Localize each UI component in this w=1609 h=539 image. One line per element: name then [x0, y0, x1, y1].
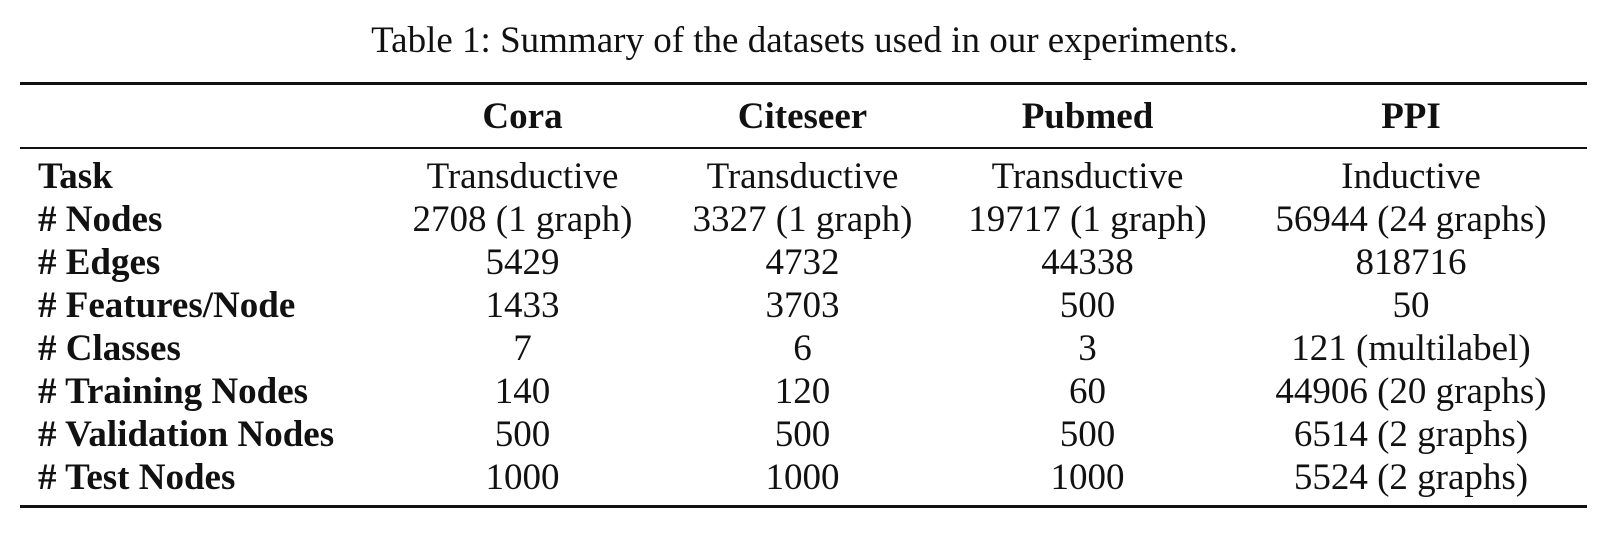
- row-label: # Edges: [38, 242, 161, 283]
- header-row: Cora Citeseer Pubmed PPI: [20, 85, 1587, 147]
- table-row: # Training Nodes 140 120 60 44906 (20 gr…: [20, 370, 1587, 413]
- table-cell: 500: [494, 414, 551, 455]
- header-cell-citeseer: Citeseer: [737, 95, 868, 137]
- datasets-table: Cora Citeseer Pubmed PPI Task Transducti…: [20, 82, 1587, 508]
- table-cell: 140: [494, 371, 551, 412]
- table-cell: 500: [774, 414, 831, 455]
- table-cell: 1000: [765, 457, 840, 498]
- row-label: # Training Nodes: [38, 371, 309, 412]
- table-cell: 818716: [1355, 242, 1467, 283]
- table-cell: 5524 (2 graphs): [1293, 457, 1529, 498]
- table-cell: Transductive: [706, 156, 899, 197]
- table-cell: 120: [774, 371, 831, 412]
- table-cell: Transductive: [426, 156, 619, 197]
- table-cell: 60: [1069, 371, 1106, 412]
- table-cell: 7: [513, 328, 532, 369]
- table-cell: 1000: [1050, 457, 1125, 498]
- table-cell: 44906 (20 graphs): [1275, 371, 1547, 412]
- row-label: # Test Nodes: [38, 457, 236, 498]
- row-label: Task: [38, 156, 113, 197]
- header-cell-empty: [20, 85, 380, 147]
- table-cell: 3703: [765, 285, 840, 326]
- table-row: # Features/Node 1433 3703 500 50: [20, 284, 1587, 327]
- table-cell: 6514 (2 graphs): [1293, 414, 1529, 455]
- table-cell: 1433: [485, 285, 560, 326]
- table-cell: 56944 (24 graphs): [1275, 199, 1547, 240]
- table-cell: 3: [1078, 328, 1097, 369]
- table-row: # Test Nodes 1000 1000 1000 5524 (2 grap…: [20, 456, 1587, 499]
- table-cell: 500: [1059, 414, 1116, 455]
- top-rule: [20, 82, 1587, 85]
- table-cell: 6: [793, 328, 812, 369]
- summary-table-body: Task Transductive Transductive Transduct…: [20, 155, 1587, 499]
- table-cell: Inductive: [1341, 156, 1481, 197]
- table-row: # Nodes 2708 (1 graph) 3327 (1 graph) 19…: [20, 198, 1587, 241]
- table-cell: 4732: [765, 242, 840, 283]
- header-cell-pubmed: Pubmed: [1021, 95, 1154, 137]
- row-label: # Features/Node: [38, 285, 296, 326]
- table-row: # Edges 5429 4732 44338 818716: [20, 241, 1587, 284]
- table-cell: 500: [1059, 285, 1116, 326]
- table-row: # Classes 7 6 3 121 (multilabel): [20, 327, 1587, 370]
- table-cell: 44338: [1041, 242, 1134, 283]
- row-label: # Validation Nodes: [38, 414, 335, 455]
- table-cell: 2708 (1 graph): [412, 199, 633, 240]
- table-cell: 3327 (1 graph): [692, 199, 913, 240]
- table-caption: Table 1: Summary of the datasets used in…: [371, 20, 1238, 61]
- table-cell: 50: [1392, 285, 1430, 326]
- table-cell: 5429: [485, 242, 560, 283]
- header-cell-ppi: PPI: [1381, 95, 1441, 137]
- table-row: # Validation Nodes 500 500 500 6514 (2 g…: [20, 413, 1587, 456]
- row-label: # Nodes: [38, 199, 163, 240]
- table-cell: Transductive: [991, 156, 1184, 197]
- summary-table: Cora Citeseer Pubmed PPI: [20, 85, 1587, 147]
- table-row: Task Transductive Transductive Transduct…: [20, 155, 1587, 198]
- table-cell: 121 (multilabel): [1291, 328, 1531, 369]
- header-rule: [20, 147, 1587, 149]
- bottom-rule: [20, 505, 1587, 508]
- row-label: # Classes: [38, 328, 181, 369]
- table-cell: 19717 (1 graph): [968, 199, 1207, 240]
- header-cell-cora: Cora: [482, 95, 563, 137]
- table-cell: 1000: [485, 457, 560, 498]
